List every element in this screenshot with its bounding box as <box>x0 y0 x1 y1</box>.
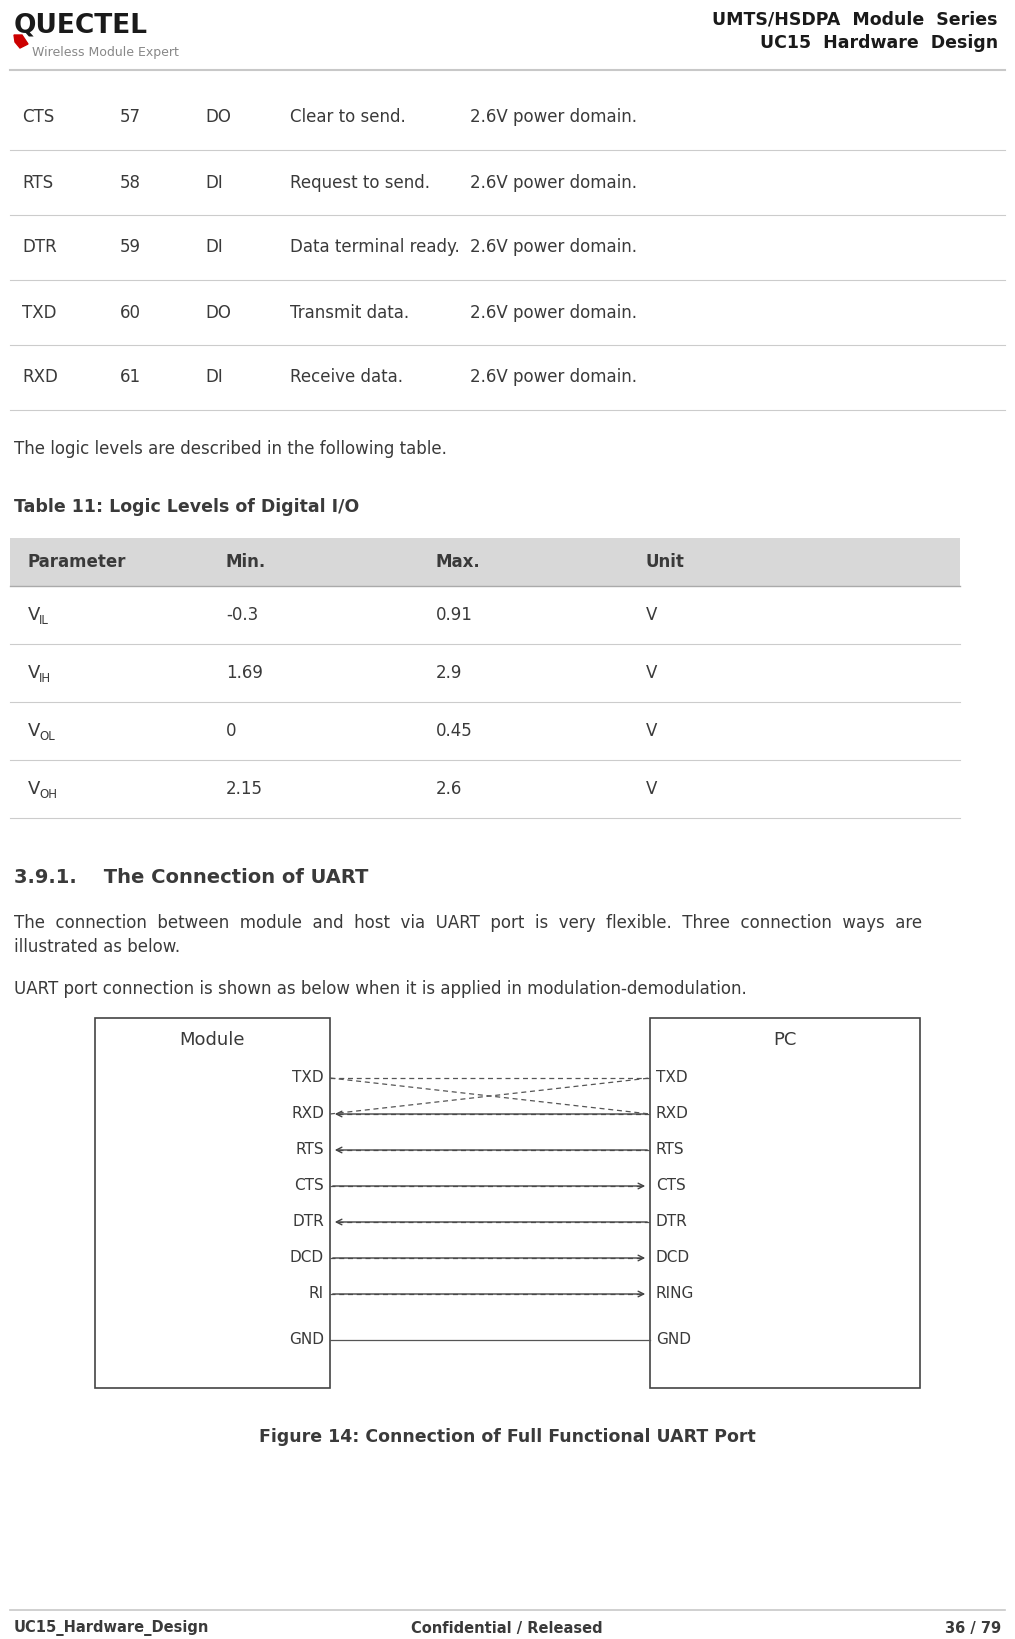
Text: TXD: TXD <box>22 303 57 321</box>
Text: V: V <box>646 606 658 624</box>
Text: The  connection  between  module  and  host  via  UART  port  is  very  flexible: The connection between module and host v… <box>14 915 922 933</box>
Text: 2.9: 2.9 <box>436 664 463 682</box>
Text: IL: IL <box>39 613 49 626</box>
Text: Clear to send.: Clear to send. <box>290 108 406 126</box>
Text: V: V <box>646 664 658 682</box>
Text: QUECTEL: QUECTEL <box>14 11 148 38</box>
Text: UART port connection is shown as below when it is applied in modulation-demodula: UART port connection is shown as below w… <box>14 980 747 998</box>
Text: OL: OL <box>39 729 55 742</box>
Text: 2.6V power domain.: 2.6V power domain. <box>470 174 637 192</box>
Text: Transmit data.: Transmit data. <box>290 303 409 321</box>
Text: 2.6: 2.6 <box>436 780 463 798</box>
Text: Parameter: Parameter <box>28 552 127 570</box>
Text: OH: OH <box>39 787 57 800</box>
Text: UC15  Hardware  Design: UC15 Hardware Design <box>760 34 998 52</box>
Polygon shape <box>14 34 28 48</box>
Text: The logic levels are described in the following table.: The logic levels are described in the fo… <box>14 439 447 457</box>
Text: GND: GND <box>656 1333 691 1347</box>
Text: Module: Module <box>180 1031 246 1049</box>
Text: RXD: RXD <box>291 1106 324 1121</box>
Text: Receive data.: Receive data. <box>290 369 403 387</box>
Text: Request to send.: Request to send. <box>290 174 430 192</box>
Text: V: V <box>28 606 41 624</box>
Text: 1.69: 1.69 <box>226 664 263 682</box>
Text: DTR: DTR <box>22 239 57 256</box>
Text: DTR: DTR <box>292 1214 324 1229</box>
Text: RTS: RTS <box>295 1142 324 1157</box>
Text: V: V <box>646 780 658 798</box>
Text: TXD: TXD <box>292 1070 324 1085</box>
Text: DO: DO <box>205 303 230 321</box>
Text: 36 / 79: 36 / 79 <box>945 1621 1001 1636</box>
Text: RI: RI <box>309 1287 324 1301</box>
Text: DCD: DCD <box>656 1251 690 1265</box>
Text: Confidential / Released: Confidential / Released <box>411 1621 603 1636</box>
Text: 57: 57 <box>120 108 141 126</box>
Text: CTS: CTS <box>656 1178 686 1193</box>
Text: DI: DI <box>205 239 222 256</box>
Text: DI: DI <box>205 369 222 387</box>
Text: RXD: RXD <box>22 369 58 387</box>
Text: DI: DI <box>205 174 222 192</box>
Text: GND: GND <box>289 1333 324 1347</box>
Text: RING: RING <box>656 1287 694 1301</box>
Text: Table 11: Logic Levels of Digital I/O: Table 11: Logic Levels of Digital I/O <box>14 498 359 516</box>
Text: RTS: RTS <box>22 174 53 192</box>
Text: 2.6V power domain.: 2.6V power domain. <box>470 303 637 321</box>
Text: Max.: Max. <box>436 552 481 570</box>
Text: 2.6V power domain.: 2.6V power domain. <box>470 369 637 387</box>
Text: UC15_Hardware_Design: UC15_Hardware_Design <box>14 1619 209 1636</box>
Text: 58: 58 <box>120 174 141 192</box>
Text: 0.91: 0.91 <box>436 606 473 624</box>
Text: 61: 61 <box>120 369 141 387</box>
Text: TXD: TXD <box>656 1070 687 1085</box>
Text: DCD: DCD <box>290 1251 324 1265</box>
Text: DO: DO <box>205 108 230 126</box>
Text: IH: IH <box>39 672 51 685</box>
Text: 0: 0 <box>226 723 236 739</box>
Text: Data terminal ready.: Data terminal ready. <box>290 239 460 256</box>
Text: Min.: Min. <box>226 552 266 570</box>
Text: V: V <box>28 780 41 798</box>
Text: 2.15: 2.15 <box>226 780 263 798</box>
Text: V: V <box>28 664 41 682</box>
Text: PC: PC <box>773 1031 797 1049</box>
Text: 2.6V power domain.: 2.6V power domain. <box>470 239 637 256</box>
Text: V: V <box>646 723 658 739</box>
Text: Unit: Unit <box>646 552 685 570</box>
Text: RTS: RTS <box>656 1142 685 1157</box>
Text: CTS: CTS <box>294 1178 324 1193</box>
Text: Figure 14: Connection of Full Functional UART Port: Figure 14: Connection of Full Functional… <box>259 1428 756 1446</box>
Bar <box>95 1018 330 1388</box>
Text: illustrated as below.: illustrated as below. <box>14 938 180 956</box>
Text: 2.6V power domain.: 2.6V power domain. <box>470 108 637 126</box>
Text: 3.9.1.    The Connection of UART: 3.9.1. The Connection of UART <box>14 869 368 887</box>
Text: DTR: DTR <box>656 1214 688 1229</box>
Text: 0.45: 0.45 <box>436 723 473 739</box>
Text: RXD: RXD <box>656 1106 689 1121</box>
Text: UMTS/HSDPA  Module  Series: UMTS/HSDPA Module Series <box>713 10 998 28</box>
Text: V: V <box>28 723 41 739</box>
Text: 60: 60 <box>120 303 141 321</box>
Bar <box>650 1018 920 1388</box>
Text: -0.3: -0.3 <box>226 606 258 624</box>
Bar <box>10 538 960 587</box>
Text: 59: 59 <box>120 239 141 256</box>
Text: CTS: CTS <box>22 108 54 126</box>
Text: Wireless Module Expert: Wireless Module Expert <box>32 46 179 59</box>
